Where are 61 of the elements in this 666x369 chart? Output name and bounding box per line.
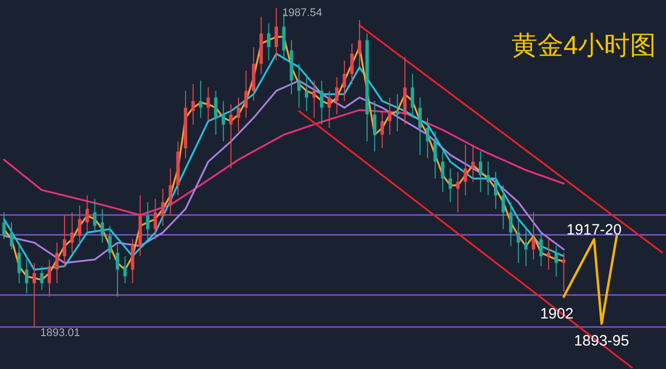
candlestick bbox=[448, 168, 452, 203]
candlestick bbox=[108, 225, 112, 260]
candlestick bbox=[478, 151, 482, 193]
candlestick bbox=[100, 208, 104, 244]
candlestick bbox=[229, 104, 233, 169]
candlestick bbox=[502, 184, 505, 230]
candlestick bbox=[471, 144, 475, 182]
candlestick bbox=[10, 222, 14, 250]
candlestick bbox=[312, 80, 316, 118]
candlestick bbox=[274, 8, 278, 61]
candlestick bbox=[494, 171, 498, 210]
candlestick bbox=[388, 97, 392, 136]
candlestick bbox=[154, 198, 157, 240]
candlestick bbox=[32, 262, 36, 328]
candlestick bbox=[93, 198, 96, 234]
candlestick bbox=[509, 202, 513, 247]
candlestick bbox=[546, 238, 550, 270]
candlestick bbox=[342, 60, 346, 102]
candlestick bbox=[267, 22, 270, 61]
candlestick bbox=[320, 80, 324, 126]
candlestick bbox=[86, 194, 89, 234]
candlestick bbox=[426, 117, 430, 159]
annotation: 1893.01 bbox=[40, 327, 80, 339]
candlestick bbox=[335, 76, 339, 115]
candlestick bbox=[328, 90, 331, 128]
candlestick bbox=[40, 266, 44, 290]
candlestick bbox=[191, 84, 195, 126]
candlestick bbox=[222, 100, 226, 142]
candlestick bbox=[562, 252, 566, 292]
candlestick bbox=[244, 70, 248, 118]
candlestick bbox=[524, 228, 528, 267]
candlestick bbox=[433, 130, 437, 180]
candlestick bbox=[206, 86, 210, 122]
candlestick bbox=[516, 218, 520, 264]
annotation: 1917-20 bbox=[566, 221, 622, 238]
candlestick bbox=[236, 97, 240, 132]
candlestick bbox=[297, 63, 301, 108]
candlestick bbox=[168, 168, 172, 216]
candlestick bbox=[17, 242, 21, 284]
candlestick bbox=[130, 238, 134, 284]
candlestick bbox=[372, 100, 376, 152]
candlestick bbox=[78, 205, 82, 247]
candlestick bbox=[380, 110, 384, 149]
candlestick bbox=[161, 188, 165, 226]
candlestick bbox=[396, 94, 400, 132]
candlestick bbox=[441, 151, 444, 193]
candlestick bbox=[198, 80, 202, 118]
candlestick bbox=[539, 232, 543, 267]
candlestick bbox=[24, 259, 28, 294]
candlestick bbox=[214, 90, 218, 136]
candlestick bbox=[554, 246, 558, 277]
candlestick bbox=[70, 212, 74, 254]
candlestick bbox=[456, 171, 460, 213]
annotation: 1987.54 bbox=[282, 7, 322, 19]
candlestick bbox=[146, 202, 150, 240]
candlestick bbox=[55, 242, 59, 284]
candlestick bbox=[486, 161, 490, 196]
candlestick bbox=[48, 259, 52, 298]
text: 黄金4小时图 bbox=[512, 30, 656, 60]
candlestick bbox=[464, 144, 468, 196]
candlestick bbox=[304, 73, 308, 112]
